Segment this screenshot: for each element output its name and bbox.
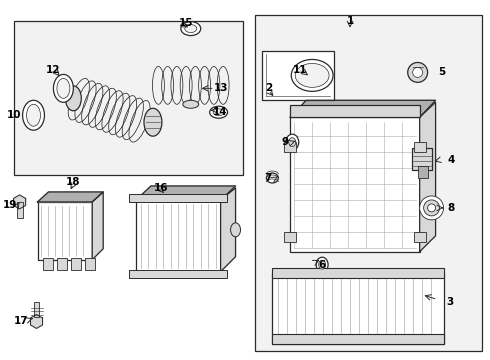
Text: 19: 19 [2, 200, 17, 210]
Ellipse shape [181, 22, 201, 36]
Circle shape [413, 67, 423, 77]
Polygon shape [92, 192, 103, 260]
Bar [33, 302, 40, 318]
Ellipse shape [23, 100, 45, 130]
Ellipse shape [144, 108, 162, 136]
Text: 16: 16 [154, 183, 168, 193]
Text: 18: 18 [66, 177, 80, 187]
Polygon shape [71, 78, 147, 142]
Bar [414, 142, 426, 152]
Text: 7: 7 [265, 173, 272, 183]
Bar [44, 258, 53, 270]
Ellipse shape [53, 75, 74, 102]
Text: 6: 6 [318, 260, 326, 270]
Text: 17: 17 [14, 316, 29, 327]
Bar [129, 194, 226, 202]
Bar [412, 148, 432, 170]
Ellipse shape [57, 78, 70, 98]
Polygon shape [220, 188, 236, 272]
Ellipse shape [183, 100, 199, 108]
Polygon shape [136, 186, 236, 200]
Text: 11: 11 [293, 66, 308, 76]
Bar [417, 166, 428, 178]
Text: 5: 5 [438, 67, 445, 77]
Ellipse shape [286, 134, 299, 150]
Bar [263, 50, 334, 100]
Bar [85, 258, 95, 270]
Bar [136, 200, 220, 272]
Polygon shape [158, 67, 223, 104]
Text: 9: 9 [282, 137, 289, 147]
Polygon shape [14, 195, 25, 209]
Circle shape [408, 62, 428, 82]
Bar [72, 258, 81, 270]
Bar [414, 232, 426, 242]
Ellipse shape [267, 173, 278, 183]
Polygon shape [290, 100, 436, 117]
Bar [17, 202, 23, 218]
Text: 14: 14 [213, 107, 228, 117]
Circle shape [428, 204, 436, 212]
Ellipse shape [213, 109, 224, 116]
Polygon shape [419, 102, 436, 252]
Polygon shape [30, 315, 43, 328]
Circle shape [424, 200, 440, 216]
Bar [57, 258, 67, 270]
Text: 8: 8 [448, 203, 455, 213]
Text: 1: 1 [346, 15, 354, 26]
Ellipse shape [210, 106, 227, 118]
Ellipse shape [26, 104, 41, 126]
Bar [284, 142, 296, 152]
Bar [38, 202, 92, 260]
Bar [272, 334, 443, 345]
Text: 3: 3 [446, 297, 453, 306]
Bar [255, 15, 482, 351]
Ellipse shape [316, 257, 328, 272]
Polygon shape [38, 192, 103, 202]
Ellipse shape [295, 63, 329, 87]
Circle shape [419, 196, 443, 220]
Text: 13: 13 [213, 84, 228, 93]
Ellipse shape [185, 24, 196, 32]
Text: 12: 12 [46, 66, 61, 76]
Ellipse shape [65, 86, 81, 111]
Ellipse shape [289, 138, 296, 147]
Text: 4: 4 [448, 155, 455, 165]
Bar [290, 117, 419, 252]
Bar [272, 268, 443, 278]
Ellipse shape [291, 59, 333, 91]
Bar [284, 232, 296, 242]
Bar [272, 273, 443, 345]
Ellipse shape [231, 223, 241, 237]
Bar [290, 105, 419, 117]
Text: 2: 2 [265, 84, 272, 93]
Text: 15: 15 [178, 18, 193, 28]
Bar [129, 270, 226, 278]
Text: 10: 10 [6, 110, 21, 120]
Ellipse shape [318, 260, 325, 269]
Bar [14, 21, 243, 175]
